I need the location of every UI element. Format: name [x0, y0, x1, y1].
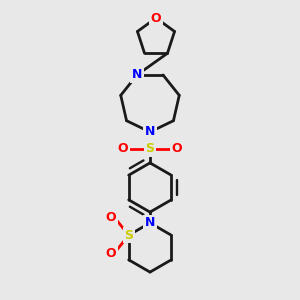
Text: N: N	[145, 125, 155, 139]
Text: O: O	[105, 211, 116, 224]
Text: O: O	[172, 142, 182, 155]
Text: S: S	[124, 229, 133, 242]
Text: O: O	[118, 142, 128, 155]
Text: O: O	[105, 247, 116, 260]
Text: O: O	[151, 11, 161, 25]
Text: N: N	[132, 68, 142, 82]
Text: S: S	[146, 142, 154, 155]
Text: N: N	[145, 216, 155, 230]
